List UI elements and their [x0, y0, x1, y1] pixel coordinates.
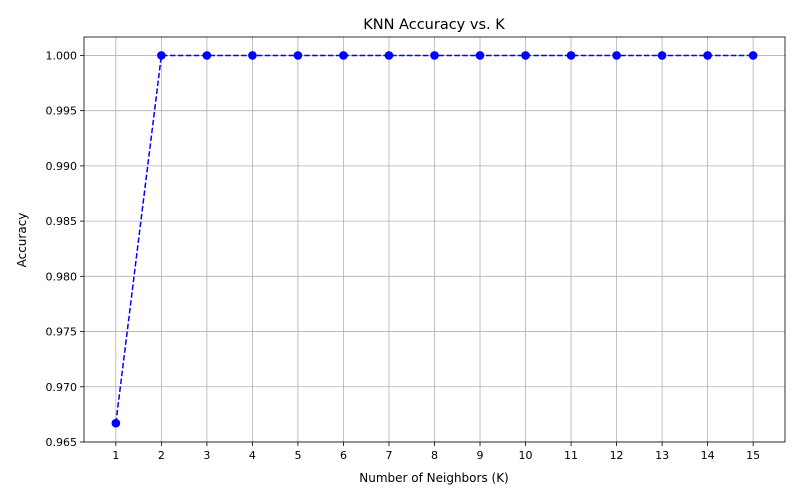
y-tick-label: 0.970 [46, 381, 78, 394]
data-point [157, 51, 166, 60]
y-tick-label: 0.995 [46, 105, 78, 118]
data-point [703, 51, 712, 60]
data-point [293, 51, 303, 60]
data-point [202, 51, 212, 60]
x-axis-label: Number of Neighbors (K) [359, 471, 509, 485]
x-tick-label: 1 [112, 449, 119, 462]
x-ticks: 1 2 3 4 5 6 7 8 9 10 11 12 13 14 15 [112, 442, 760, 462]
y-tick-label: 0.990 [46, 160, 78, 173]
data-point [339, 51, 348, 60]
data-point [384, 51, 394, 60]
series [111, 51, 758, 428]
x-tick-label: 6 [340, 449, 347, 462]
grid [84, 37, 785, 443]
y-tick-label: 0.975 [46, 326, 78, 339]
x-tick-label: 7 [385, 449, 392, 462]
y-tick-label: 0.985 [46, 215, 78, 228]
x-tick-label: 3 [203, 449, 210, 462]
data-point [657, 51, 667, 60]
data-point [248, 51, 257, 60]
x-tick-label: 12 [610, 449, 624, 462]
x-tick-label: 10 [519, 449, 533, 462]
data-point [111, 418, 121, 428]
y-tick-label: 0.965 [46, 436, 78, 449]
chart-title: KNN Accuracy vs. K [363, 17, 505, 33]
x-tick-label: 2 [158, 449, 165, 462]
x-tick-label: 4 [249, 449, 256, 462]
x-tick-label: 11 [564, 449, 578, 462]
y-axis-label: Accuracy [15, 213, 29, 268]
x-tick-label: 13 [655, 449, 669, 462]
data-point [475, 51, 485, 60]
x-tick-label: 9 [477, 449, 484, 462]
y-tick-label: 1.000 [46, 49, 78, 62]
x-tick-label: 8 [431, 449, 438, 462]
y-tick-label: 0.980 [46, 270, 78, 283]
x-tick-label: 14 [701, 449, 715, 462]
data-point [521, 51, 530, 60]
data-point [748, 51, 758, 60]
y-ticks: 0.965 0.970 0.975 0.980 0.985 0.990 0.995 1.000 [46, 49, 84, 449]
data-point [612, 51, 621, 60]
data-point [566, 51, 576, 60]
x-tick-label: 5 [294, 449, 301, 462]
x-tick-label: 15 [746, 449, 760, 462]
data-point [430, 51, 439, 60]
